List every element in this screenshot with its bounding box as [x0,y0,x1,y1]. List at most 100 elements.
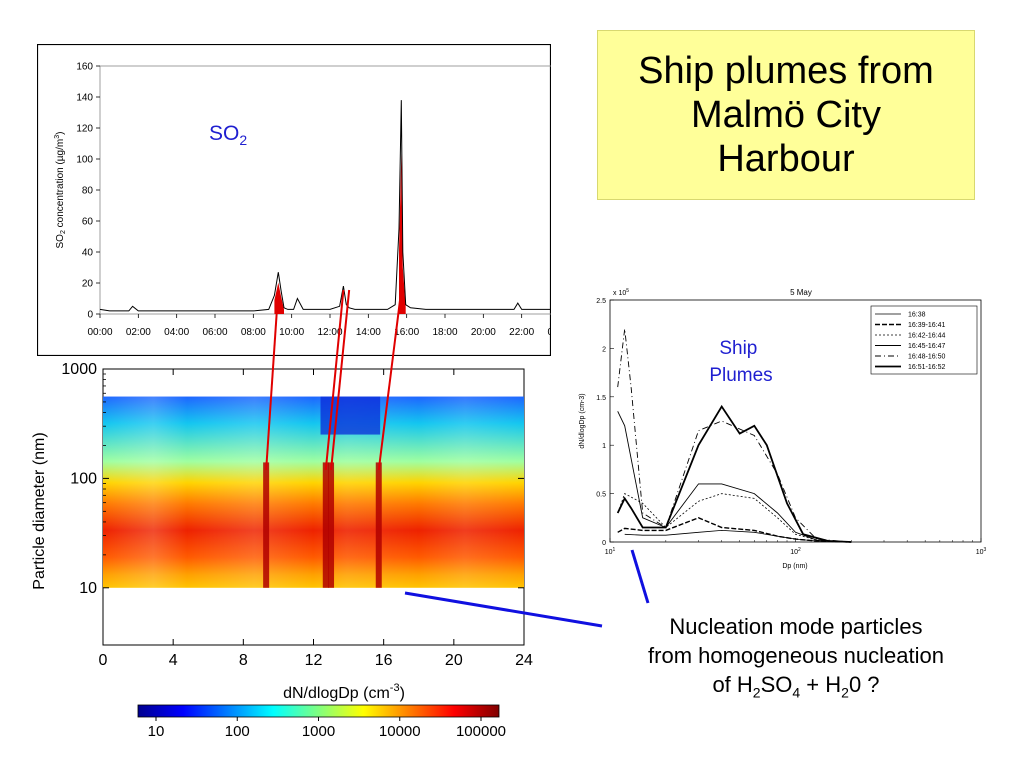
so2-x-tick-label: 14:00 [356,327,381,338]
heatmap-time-modulation [103,396,524,588]
spectra-x-tick-exp: 2 [798,547,801,553]
spectra-y-tick-label: 0.5 [596,492,606,499]
heatmap-y-tick-label: 100 [70,470,97,487]
spectra-legend: 16:38 16:39-16:41 16:42-16:44 16:45-16:47 16… [870,305,978,375]
spectra-y-tick-label: 1 [602,443,606,450]
note-text: 0 ? [848,672,880,697]
so2-ylabel-part: µg/m [55,139,66,161]
spectra-y-tick-label: 1.5 [596,395,606,402]
so2-label-main: SO [209,122,239,145]
spectra-title: 5 May [790,288,812,297]
ship-plumes-annotation: Ship Plumes [709,338,772,386]
spectra-exponent-label: x 105 [613,288,629,297]
note-formula-line: of H2SO4 + H20 ? [590,670,1002,707]
so2-x-tick-label: 06:00 [202,327,227,338]
spectra-y-tick-label: 0 [602,540,606,547]
spectra-exponent-sup: 5 [626,288,629,294]
nucleation-note: Nucleation mode particles from homogeneo… [590,612,1002,707]
spectra-x-tick-exp: 3 [984,547,987,553]
note-line: Nucleation mode particles [669,614,923,639]
so2-ylabel-part: ) [55,132,66,135]
slide-title-box: Ship plumes from Malmö City Harbour [597,30,975,200]
so2-x-tick-label: 02:00 [126,327,151,338]
spectra-series-line [617,328,852,543]
so2-x-tick-label: 04:00 [164,327,189,338]
so2-x-tick-label: 18:00 [432,327,457,338]
so2-ylabel-part: SO [55,234,66,249]
so2-x-tick-label: 00:00 [547,327,551,338]
heatmap-plume-streak [263,462,270,588]
colorbar-tick-label: 100000 [456,723,506,740]
spectra-series-line [616,404,852,543]
so2-y-tick-label: 20 [82,279,94,290]
heatmap-x-tick-label: 4 [169,652,178,669]
legend-entry-label: 16:51-16:52 [908,364,945,371]
title-line: Ship plumes from [638,50,934,92]
so2-y-tick-label: 100 [76,155,93,166]
note-subscript: 2 [752,684,761,701]
heatmap-y-axis-label: Particle diameter (nm) [31,432,48,589]
so2-y-tick-label: 0 [87,310,93,321]
spectra-exponent-base: x 10 [613,290,626,297]
so2-y-tick-label: 80 [82,186,94,197]
legend-entry-label: 16:42-16:44 [908,333,945,340]
legend-entry-label: 16:38 [908,312,926,319]
title-line: Harbour [717,138,855,180]
heatmap-plume-streak [328,462,335,588]
spectra-y-tick-label: 2 [602,346,606,353]
heatmap-x-tick-label: 16 [375,652,393,669]
spectra-x-tick-label: 102 [790,547,801,556]
heatmap-plume-streak [322,462,329,588]
heatmap-x-tick-label: 0 [99,652,108,669]
spectra-x-tick-base: 10 [790,549,798,556]
so2-y-tick-label: 40 [82,248,94,259]
so2-ylabel-sup: 3 [54,135,61,139]
legend-entry-label: 16:45-16:47 [908,343,945,350]
spectra-y-axis-label: dN/dlogDp (cm-3) [579,393,586,448]
heatmap-x-tick-label: 20 [445,652,463,669]
annotation-line: Ship [719,338,757,359]
annotation-line: Plumes [709,365,772,386]
note-subscript: 2 [841,684,849,701]
colorbar-title: dN/dlogDp (cm-3) [283,682,405,702]
spectra-series-line [617,517,852,543]
so2-y-tick-label: 160 [76,62,93,73]
so2-y-tick-label: 140 [76,93,93,104]
so2-y-tick-label: 120 [76,124,93,135]
spectra-x-axis-label: Dp (nm) [782,563,807,570]
colorbar-tick-label: 10 [148,723,165,740]
colorbar [137,704,500,718]
spectra-series-line [617,493,852,543]
spectra-x-tick-exp: 1 [613,547,616,553]
so2-x-tick-label: 16:00 [394,327,419,338]
note-subscript: 4 [792,684,801,701]
heatmap-low-concentration-band [320,396,381,435]
heatmap-field [103,396,524,588]
slide-title: Ship plumes from Malmö City Harbour [638,49,934,181]
spectra-y-tick-label: 2.5 [596,298,606,305]
note-line: from homogeneous nucleation [648,643,944,668]
spectra-x-tick-label: 103 [976,547,987,556]
so2-chart: 0 20 40 60 80 100 120 140 160 00:00 02:00 04:00 06:… [37,44,551,356]
spectra-series-line [624,529,852,543]
heatmap-y-tick-label: 1000 [61,361,97,378]
colorbar-title-main: dN/dlogDp (cm [283,685,390,702]
heatmap-y-tick-label: 10 [79,580,97,597]
so2-series-label: SO2 [209,122,247,148]
so2-x-tick-label: 12:00 [317,327,342,338]
title-line: Malmö City [690,94,881,136]
note-text: of H [712,672,753,697]
heatmap-x-tick-label: 8 [239,652,248,669]
so2-y-axis-label: SO2 concentration (µg/m3) [54,132,67,249]
colorbar-tick-label: 1000 [302,723,335,740]
spectra-x-tick-label: 101 [605,547,616,556]
colorbar-tick-label: 10000 [379,723,421,740]
colorbar-title-end: ) [400,685,405,702]
so2-ylabel-sub: 2 [60,230,67,234]
legend-entry-label: 16:48-16:50 [908,354,945,361]
spectra-x-tick-base: 10 [976,549,984,556]
legend-entry-label: 16:39-16:41 [908,322,945,329]
heatmap-plume-streak [375,462,382,588]
